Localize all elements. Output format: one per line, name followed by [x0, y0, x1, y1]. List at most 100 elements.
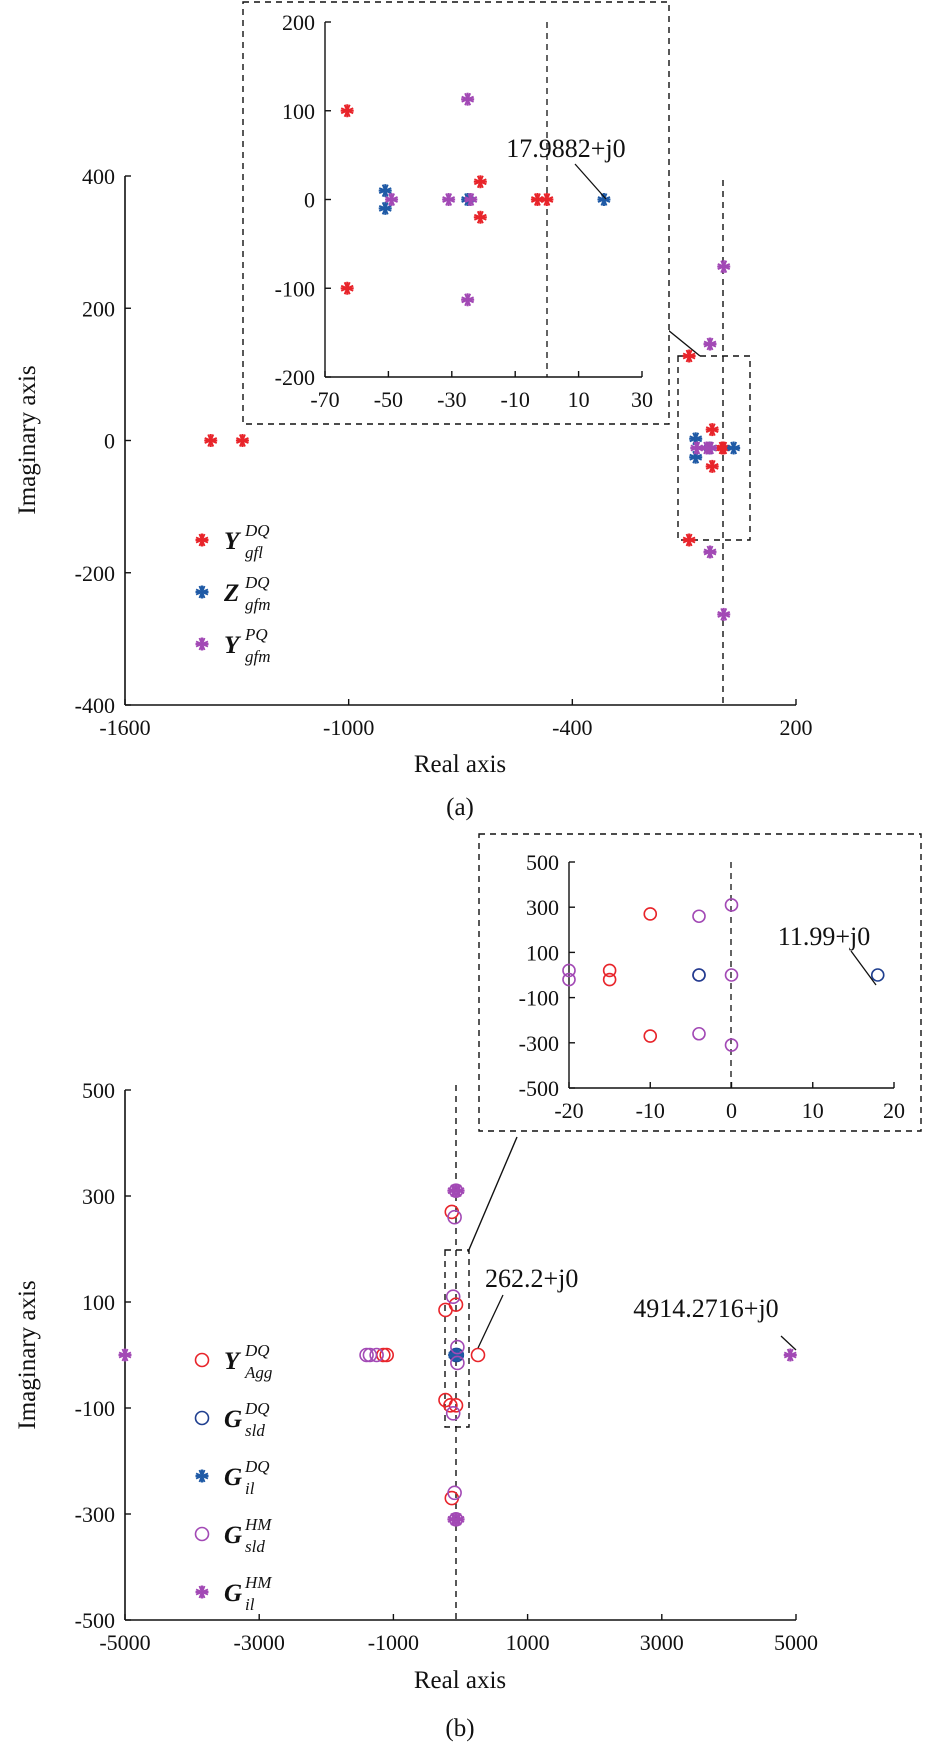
- panel-b-legend-marker-0: [194, 1352, 210, 1368]
- panel-a-inset-ticks: -70 -50 -30 -10 10 30 -200 -100 0 100 200: [275, 10, 653, 412]
- panel-b-annotation-4914: 4914.2716+j0: [633, 1294, 778, 1323]
- panel-a-inset-xtick-label: 30: [631, 387, 653, 412]
- panel-b-inset-point-7: [692, 1026, 706, 1041]
- panel-a-inset-point-s2-4: [464, 193, 478, 206]
- panel-a-inset-point-s0-5: [473, 210, 487, 224]
- panel-b-legend-label-3: G: [224, 1522, 242, 1549]
- panel-b-inset-xtick-label: -20: [554, 1098, 583, 1123]
- panel-a-inset-ytick-label: 0: [304, 188, 315, 213]
- panel-a-inset-xtick-label: 10: [568, 387, 590, 412]
- panel-a-legend-sup-1: DQ: [244, 573, 270, 592]
- panel-b-point-s3-10: [450, 1355, 465, 1371]
- panel-a-ytick-label: -200: [75, 561, 115, 586]
- panel-b-legend-sub-1: sld: [245, 1421, 265, 1440]
- panel-a-ylabel: Imaginary axis: [14, 365, 41, 514]
- panel-b-inset-point-13: [870, 968, 885, 982]
- panel-a-zoom-box: [677, 355, 751, 541]
- panel-b-xtick-label: -5000: [99, 1630, 150, 1655]
- panel-b-inset-xtick-label: 10: [802, 1098, 824, 1123]
- panel-b-point-s2-1: [450, 1348, 464, 1362]
- panel-a-inset-points: [340, 92, 611, 307]
- panel-b-legend-sup-1: DQ: [244, 1399, 270, 1418]
- panel-a-ytick-label: -400: [75, 693, 115, 718]
- panel-b-xlabel: Real axis: [414, 1667, 506, 1694]
- panel-b-caption: (b): [445, 1715, 474, 1742]
- panel-a-inset-point-s1-3: [597, 193, 611, 206]
- panel-a-point-s2-6: [717, 607, 731, 621]
- panel-a-xtick-label: -400: [552, 715, 592, 740]
- panel-a-ytick-label: 400: [82, 164, 115, 189]
- panel-b-inset-ytick-label: -500: [519, 1076, 559, 1101]
- panel-b-legend-marker-3: [194, 1526, 210, 1542]
- panel-a-inset-xtick-label: -10: [501, 387, 530, 412]
- panel-a-point-s2-2: [703, 337, 717, 351]
- panel-b-legend-marker-4: [195, 1585, 209, 1599]
- panel-b-ytick-label: -300: [75, 1502, 115, 1527]
- panel-a-point-s2-5: [717, 260, 731, 274]
- panel-b-inset-ytick-label: 300: [526, 895, 559, 920]
- panel-b-legend-sup-0: DQ: [244, 1341, 270, 1360]
- panel-b-legend-label-4: G: [224, 1580, 242, 1607]
- panel-b-inset-point-9: [692, 968, 706, 982]
- panel-a-ytick-label: 0: [104, 429, 115, 454]
- panel-b-legend-label-0: Y: [224, 1348, 242, 1375]
- panel-b-xtick-label: -1000: [368, 1630, 419, 1655]
- panel-b-point-s4-0: [118, 1348, 132, 1362]
- panel-a-legend-sub-1: gfm: [245, 595, 271, 614]
- panel-b-inset-point-1: [562, 972, 576, 987]
- panel-b-inset-ytick-label: 100: [526, 940, 559, 965]
- panel-b-ytick-label: 500: [82, 1078, 115, 1103]
- panel-b-inset-point-10: [724, 898, 739, 912]
- panel-b-ytick-label: 300: [82, 1184, 115, 1209]
- panel-b-inset-xtick-label: -10: [636, 1098, 665, 1123]
- panel-b-inset-ytick-label: 500: [526, 850, 559, 875]
- panel-a-legend-label-1: Z: [223, 580, 239, 607]
- panel-a-inset-point-s1-1: [378, 201, 392, 215]
- panel-b-legend-label-1: G: [224, 1406, 242, 1433]
- panel-a-legend-marker-2: [195, 637, 209, 651]
- panel-b-ylabel: Imaginary axis: [14, 1280, 41, 1429]
- panel-a-caption: (a): [446, 794, 474, 821]
- panel-b-legend-sup-2: DQ: [244, 1457, 270, 1476]
- panel-a-inset-annotation-leader: [574, 163, 607, 200]
- panel-b-inset-frame: [478, 833, 922, 1132]
- panel-a-inset-ytick-label: 200: [282, 10, 315, 35]
- panel-b-point-s0-4: [443, 1398, 458, 1413]
- panel-b-legend-sub-2: il: [245, 1479, 255, 1498]
- panel-b-point-s0-1: [379, 1347, 394, 1363]
- panel-a-xlabel: Real axis: [414, 751, 506, 778]
- panel-a-inset-ytick-label: -200: [275, 365, 315, 390]
- panel-a-inset-ytick-label: -100: [275, 276, 315, 301]
- panel-b-inset-ytick-label: -300: [519, 1031, 559, 1056]
- panel-a-points: [204, 260, 741, 621]
- panel-b-legend-marker-1: [194, 1410, 210, 1426]
- panel-a-inset-point-s0-7: [540, 193, 554, 206]
- panel-b-annotation-4914-leader: [780, 1335, 797, 1351]
- panel-b-legend-marker-2: [195, 1469, 209, 1483]
- panel-a-inset: -70 -50 -30 -10 10 30 -200 -100 0 100 200 17.9882+…: [242, 1, 670, 425]
- panel-a-legend-marker-1: [195, 585, 209, 599]
- panel-b-point-s0-9: [470, 1347, 486, 1363]
- panel-a-point-s2-4: [704, 441, 718, 455]
- panel-b-legend-label-2: G: [224, 1464, 242, 1491]
- panel-a-inset-ytick-label: 100: [282, 99, 315, 124]
- panel-a-inset-xtick-label: -50: [374, 387, 403, 412]
- panel-a-xtick-label: -1000: [323, 715, 374, 740]
- panel-b-inset-point-6: [692, 909, 706, 924]
- panel-b-legend-sub-3: sld: [245, 1537, 265, 1556]
- panel-b-legend-sub-0: Agg: [244, 1363, 272, 1382]
- panel-b-point-s3-0: [359, 1347, 374, 1363]
- panel-b-ytick-label: 100: [82, 1290, 115, 1315]
- panel-b-xtick-label: -3000: [234, 1630, 285, 1655]
- panel-b-legend-sup-3: HM: [244, 1515, 272, 1534]
- panel-b-xtick-label: 1000: [506, 1630, 550, 1655]
- panel-b-inset-annotation-leader: [850, 950, 877, 986]
- panel-a-inset-point-s2-1: [442, 193, 456, 206]
- panel-b-point-s3-9: [450, 1339, 465, 1355]
- panel-a-legend-sup-0: DQ: [244, 521, 270, 540]
- panel-b-annotation-262: 262.2+j0: [485, 1264, 578, 1293]
